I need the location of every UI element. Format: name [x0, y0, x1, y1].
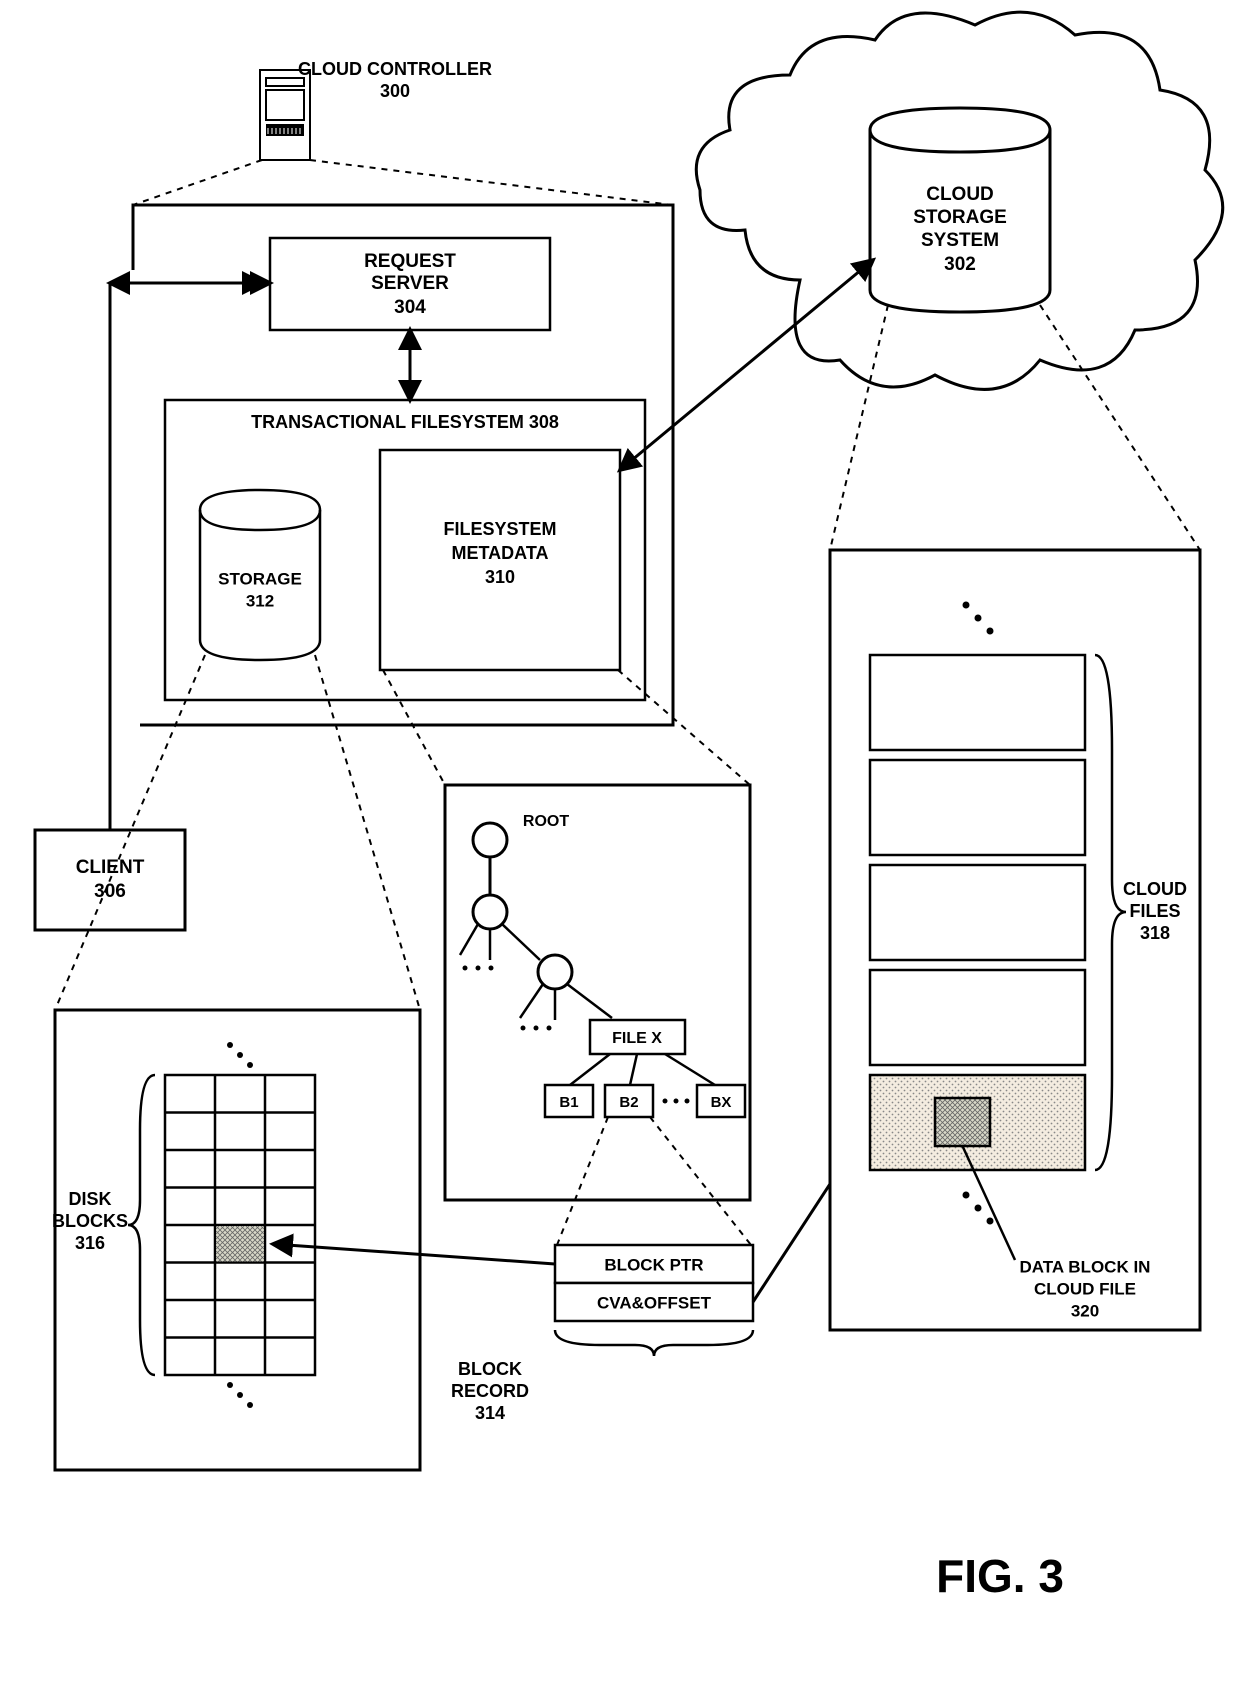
svg-text:STORAGE: STORAGE	[218, 569, 302, 588]
svg-text:METADATA: METADATA	[452, 543, 549, 563]
svg-text:B2: B2	[619, 1094, 638, 1111]
svg-text:306: 306	[94, 881, 126, 902]
svg-text:B1: B1	[559, 1094, 578, 1111]
tfs-label: TRANSACTIONAL FILESYSTEM 308	[251, 412, 559, 432]
svg-text:318: 318	[1140, 923, 1170, 943]
svg-text:SERVER: SERVER	[371, 273, 449, 294]
svg-text:FILES: FILES	[1129, 901, 1180, 921]
cloud-files-stack	[870, 655, 1085, 1170]
svg-text:CLIENT: CLIENT	[76, 857, 145, 878]
svg-text:320: 320	[1071, 1301, 1099, 1320]
svg-text:310: 310	[485, 567, 515, 587]
svg-text:BLOCKS: BLOCKS	[52, 1211, 128, 1231]
disk-blocks-grid	[165, 1075, 315, 1375]
cloud-storage-cylinder: CLOUD STORAGE SYSTEM 302	[870, 108, 1050, 312]
svg-text:DISK: DISK	[68, 1189, 111, 1209]
svg-text:REQUEST: REQUEST	[364, 251, 456, 272]
svg-text:RECORD: RECORD	[451, 1381, 529, 1401]
svg-text:BLOCK: BLOCK	[458, 1359, 522, 1379]
svg-text:CLOUD FILE: CLOUD FILE	[1034, 1279, 1136, 1298]
svg-text:BX: BX	[711, 1094, 732, 1111]
svg-text:DATA BLOCK IN: DATA BLOCK IN	[1020, 1257, 1151, 1276]
svg-text:CLOUD: CLOUD	[926, 184, 994, 205]
svg-text:312: 312	[246, 591, 274, 610]
cloud-controller-ref: 300	[380, 81, 410, 101]
svg-text:FILE X: FILE X	[612, 1030, 662, 1047]
figure-title: FIG. 3	[936, 1550, 1064, 1602]
svg-text:BLOCK PTR: BLOCK PTR	[604, 1255, 703, 1274]
svg-text:FILESYSTEM: FILESYSTEM	[443, 519, 556, 539]
svg-text:304: 304	[394, 297, 426, 318]
svg-text:314: 314	[475, 1403, 505, 1423]
svg-text:CLOUD: CLOUD	[1123, 879, 1187, 899]
cloud-controller-label: CLOUD CONTROLLER	[298, 59, 492, 79]
figure-3-diagram: CLOUD CONTROLLER 300 REQUEST SERVER 304 …	[0, 0, 1240, 1685]
block-record-table: BLOCK PTR CVA&OFFSET	[555, 1245, 753, 1321]
svg-text:STORAGE: STORAGE	[913, 207, 1007, 228]
svg-text:302: 302	[944, 254, 976, 275]
svg-text:ROOT: ROOT	[523, 813, 569, 830]
svg-text:316: 316	[75, 1233, 105, 1253]
server-icon	[260, 70, 310, 160]
svg-text:SYSTEM: SYSTEM	[921, 230, 999, 251]
svg-text:CVA&OFFSET: CVA&OFFSET	[597, 1293, 712, 1312]
storage-cylinder: STORAGE 312	[200, 490, 320, 660]
